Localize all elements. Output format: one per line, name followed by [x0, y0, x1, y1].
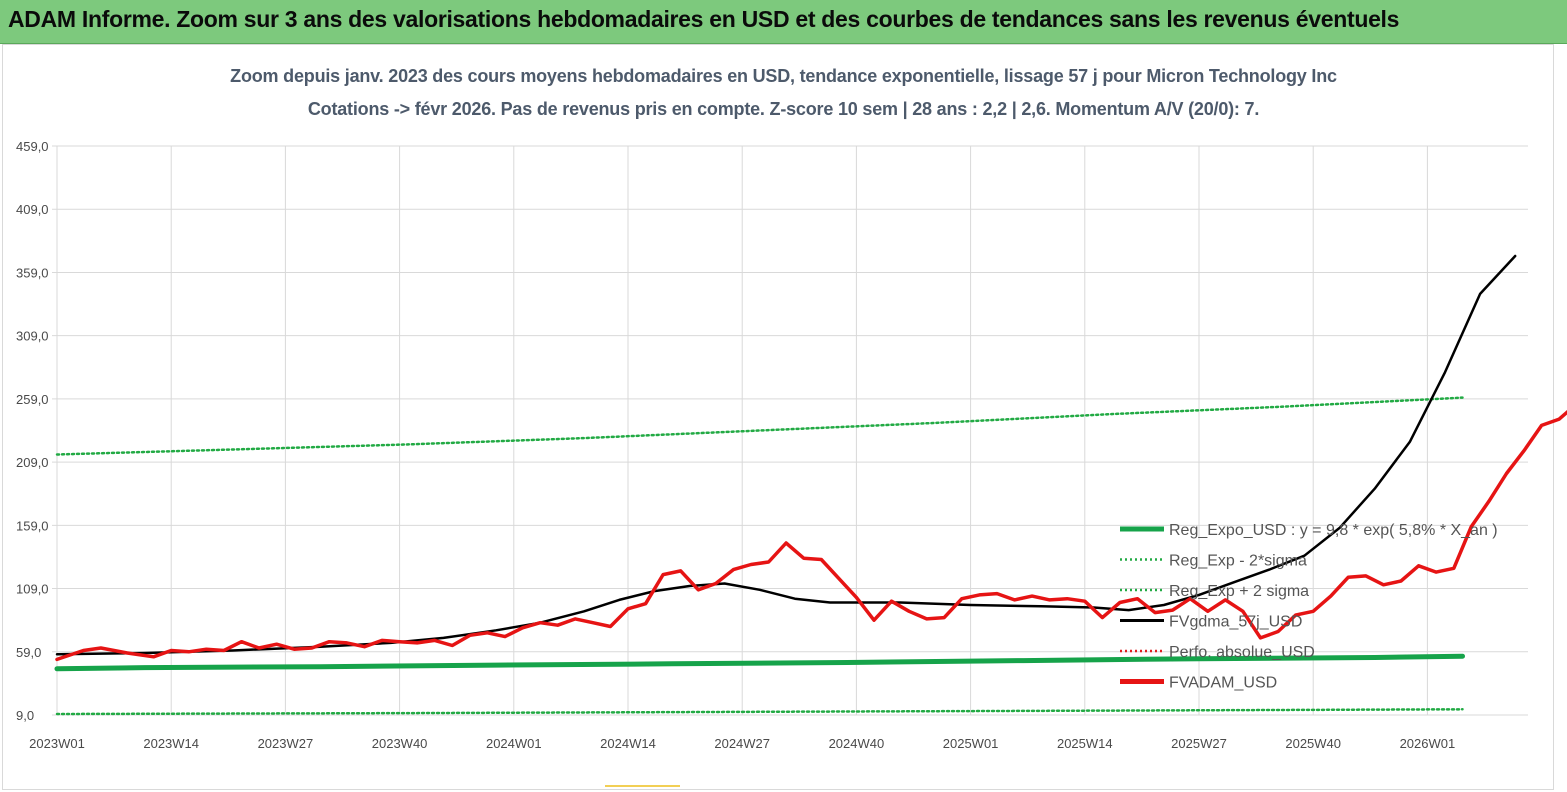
series-line [55, 396, 1464, 456]
legend-label: Reg_Exp - 2*sigma [1169, 553, 1307, 570]
y-tick-label: 259,0 [16, 392, 49, 407]
series-lines [54, 254, 1567, 716]
y-tick-label: 309,0 [16, 329, 49, 344]
legend-label: Perfo. absolue_USD [1169, 644, 1315, 661]
y-tick-label: 59,0 [16, 645, 41, 660]
y-tick-label: 359,0 [16, 265, 49, 280]
legend-label: FVgdma_57j_USD [1169, 614, 1302, 631]
x-axis-ticks: 2023W01 2023W14 2023W27 2023W40 2024W01 2024W… [29, 736, 1455, 751]
y-tick-label: 109,0 [16, 582, 49, 597]
series-line [55, 254, 1517, 656]
gridlines [52, 145, 1528, 716]
series-line [54, 653, 1465, 672]
x-tick-label: 2024W14 [600, 736, 656, 751]
x-tick-label: 2025W14 [1057, 736, 1113, 751]
x-tick-label: 2023W40 [372, 736, 428, 751]
y-tick-label: 209,0 [16, 455, 49, 470]
legend-label: Reg_Exp + 2 sigma [1169, 583, 1309, 600]
legend-label: Reg_Expo_USD : y = 9,8 * exp( 5,8% * X_a… [1169, 522, 1498, 539]
x-tick-label: 2024W01 [486, 736, 542, 751]
x-tick-label: 2024W40 [829, 736, 885, 751]
x-tick-label: 2023W01 [29, 736, 85, 751]
x-tick-label: 2025W40 [1285, 736, 1341, 751]
legend: Reg_Expo_USD : y = 9,8 * exp( 5,8% * X_a… [1120, 522, 1498, 692]
series-line [55, 708, 1464, 716]
y-tick-label: 9,0 [16, 708, 34, 723]
y-tick-label: 409,0 [16, 202, 49, 217]
chart-title: Zoom depuis janv. 2023 des cours moyens … [230, 66, 1337, 86]
x-tick-label: 2023W14 [143, 736, 199, 751]
x-tick-label: 2023W27 [258, 736, 314, 751]
legend-label: FVADAM_USD [1169, 675, 1277, 692]
report-title: ADAM Informe. Zoom sur 3 ans des valoris… [8, 6, 1400, 32]
x-tick-label: 2026W01 [1400, 736, 1456, 751]
chart-frame [2, 44, 1554, 790]
accent-divider [605, 785, 680, 787]
chart-subtitle: Cotations -> févr 2026. Pas de revenus p… [307, 99, 1260, 119]
y-tick-label: 159,0 [16, 518, 49, 533]
y-tick-label: 459,0 [16, 139, 49, 154]
x-tick-label: 2024W27 [714, 736, 770, 751]
report-banner: ADAM Informe. Zoom sur 3 ans des valoris… [0, 0, 1567, 44]
y-axis-ticks: 459,0 409,0 359,0 309,0 259,0 209,0 159,0 109,0… [16, 139, 49, 723]
series-line [55, 410, 1567, 662]
x-tick-label: 2025W01 [943, 736, 999, 751]
x-tick-label: 2025W27 [1171, 736, 1227, 751]
